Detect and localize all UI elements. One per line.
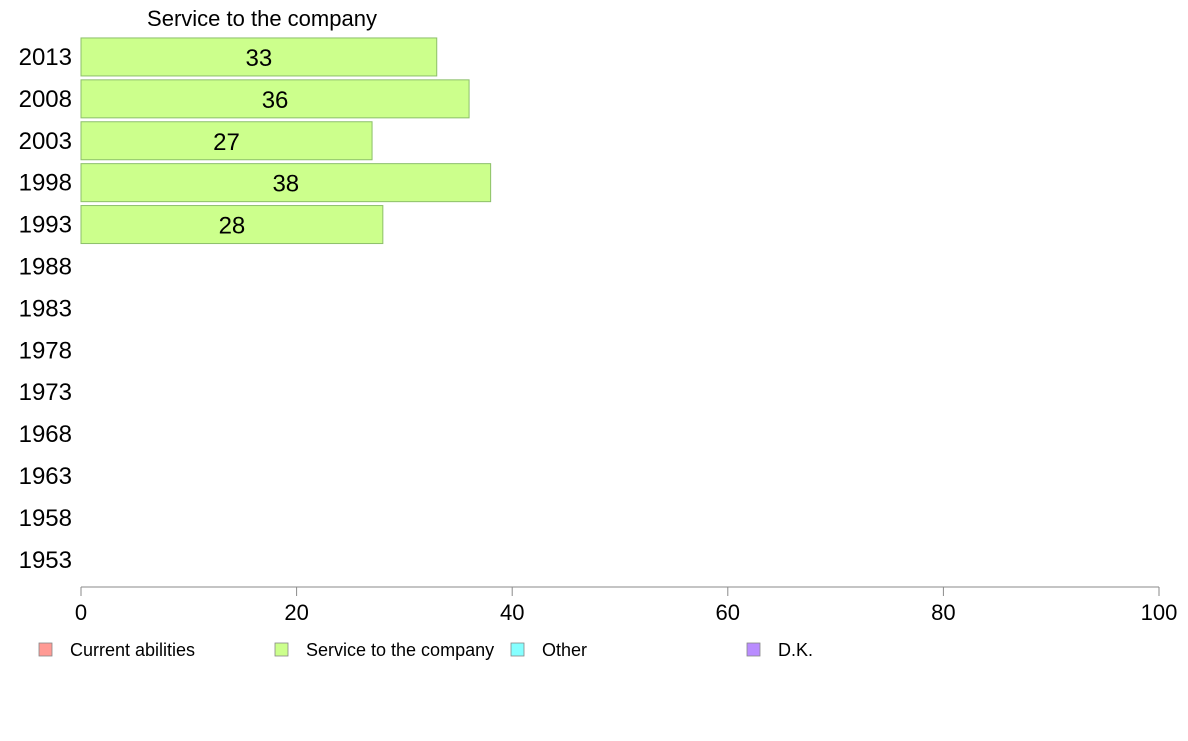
- y-tick-label: 2003: [19, 128, 72, 155]
- bar-value-label: 28: [219, 213, 246, 240]
- legend-label: Other: [542, 640, 587, 660]
- y-tick-label: 1983: [19, 295, 72, 322]
- legend-swatch: [38, 642, 53, 657]
- chart-title: Service to the company: [147, 6, 377, 31]
- bar: [80, 163, 492, 203]
- y-axis-labels: 2013 2008 2003 1998 1993 1988 1983 1978 1973 1968…: [19, 44, 72, 574]
- y-tick-label: 1993: [19, 212, 72, 239]
- x-tick-label: 20: [284, 600, 308, 625]
- y-tick-label: 1988: [19, 253, 72, 280]
- x-tick-label: 40: [500, 600, 524, 625]
- y-tick-label: 1998: [19, 170, 72, 197]
- y-tick-label: 2013: [19, 44, 72, 71]
- y-tick-label: 1963: [19, 463, 72, 490]
- bar: [80, 37, 438, 77]
- legend-label: Current abilities: [70, 640, 195, 660]
- bars-layer: 33 36 27 38 28: [80, 37, 492, 245]
- bar: [80, 79, 470, 119]
- legend-swatch: [274, 642, 289, 657]
- bar-value-label: 27: [213, 129, 240, 156]
- x-tick-label: 100: [1141, 600, 1178, 625]
- legend-swatch: [510, 642, 525, 657]
- y-tick-label: 1958: [19, 505, 72, 532]
- y-tick-label: 1973: [19, 379, 72, 406]
- bar-value-label: 38: [272, 171, 299, 198]
- bar: [80, 121, 373, 161]
- legend: Current abilities Service to the company O…: [38, 640, 813, 660]
- bar: [80, 205, 384, 245]
- y-tick-label: 1978: [19, 337, 72, 364]
- legend-label: Service to the company: [306, 640, 494, 660]
- x-tick-label: 0: [75, 600, 87, 625]
- y-tick-label: 1953: [19, 547, 72, 574]
- x-axis: 0 20 40 60 80 100: [75, 586, 1178, 625]
- x-tick-label: 60: [716, 600, 740, 625]
- bar-value-label: 36: [262, 87, 289, 114]
- bar-value-label: 33: [246, 45, 273, 72]
- x-tick-label: 80: [931, 600, 955, 625]
- legend-swatch: [746, 642, 761, 657]
- y-tick-label: 1968: [19, 421, 72, 448]
- legend-label: D.K.: [778, 640, 813, 660]
- y-tick-label: 2008: [19, 86, 72, 113]
